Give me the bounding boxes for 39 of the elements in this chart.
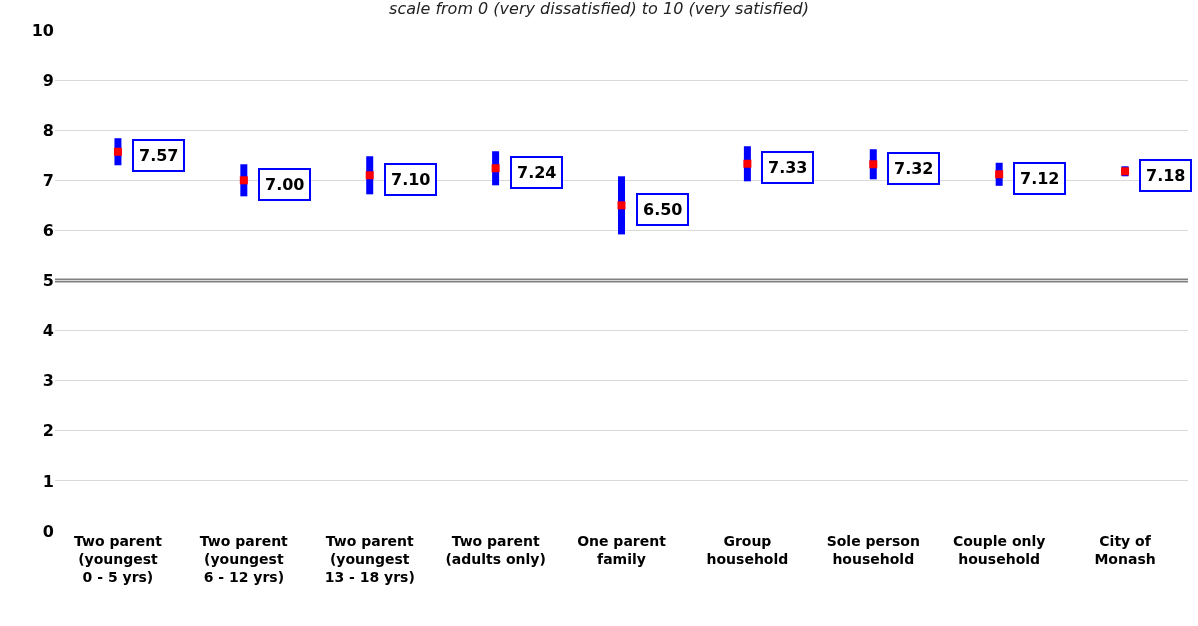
point xyxy=(869,160,878,169)
data-label: 7.32 xyxy=(894,159,934,178)
x-tick-label: Two parent (youngest 13 - 18 yrs) xyxy=(324,533,415,586)
y-tick-label: 3 xyxy=(42,371,54,391)
point xyxy=(995,170,1004,179)
x-tick-label: City of Monash xyxy=(1094,533,1156,568)
x-tick-label: Couple only household xyxy=(952,533,1046,568)
y-tick-label: 8 xyxy=(42,120,54,140)
data-label: 7.57 xyxy=(139,146,179,165)
point xyxy=(1121,167,1130,176)
data-label: 7.12 xyxy=(1020,169,1060,188)
data-label: 6.50 xyxy=(643,200,683,219)
point xyxy=(239,176,248,185)
x-tick-label: One parent family xyxy=(577,533,667,568)
x-tick-label: Two parent (youngest 0 - 5 yrs) xyxy=(73,533,163,586)
y-tick-label: 0 xyxy=(42,521,54,541)
data-label: 7.18 xyxy=(1146,166,1186,185)
data-label: 7.24 xyxy=(517,163,557,182)
data-label: 7.33 xyxy=(768,158,808,177)
point xyxy=(365,171,374,180)
chart-subtitle: scale from 0 (very dissatisfied) to 10 (very satisfied) xyxy=(389,0,809,19)
data-label: 7.10 xyxy=(391,170,431,189)
y-tick-label: 4 xyxy=(42,321,54,341)
y-tick-label: 10 xyxy=(31,20,54,40)
point xyxy=(113,147,122,156)
y-tick-label: 1 xyxy=(42,471,54,491)
x-tick-label: Group household xyxy=(706,533,789,568)
x-tick-label: Two parent (adults only) xyxy=(445,533,546,568)
y-tick-label: 6 xyxy=(42,221,54,240)
y-tick-label: 9 xyxy=(42,70,54,90)
point xyxy=(617,201,626,210)
y-tick-label: 5 xyxy=(42,271,54,291)
data-label: 7.00 xyxy=(265,175,305,194)
x-tick-label: Two parent (youngest 6 - 12 yrs) xyxy=(199,533,289,586)
x-tick-label: Sole person household xyxy=(826,533,920,568)
y-tick-label: 2 xyxy=(42,421,54,441)
point xyxy=(743,159,752,168)
point xyxy=(491,164,500,173)
y-tick-label: 7 xyxy=(42,170,54,190)
